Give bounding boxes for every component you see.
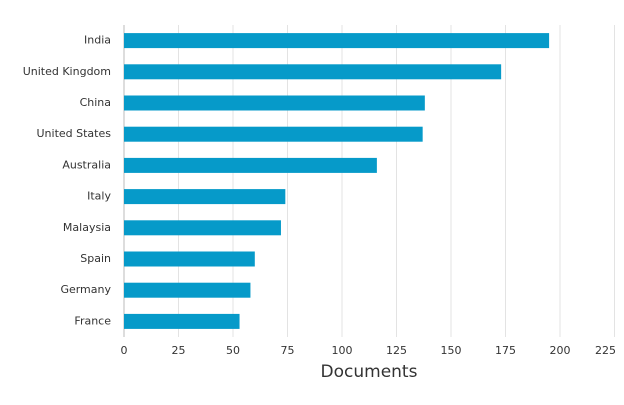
x-tick-label: 125 (386, 344, 407, 357)
y-tick-label: Spain (80, 252, 111, 265)
y-tick-label: United States (37, 127, 112, 140)
y-tick-label: United Kingdom (23, 65, 111, 78)
y-tick-label: India (84, 34, 111, 47)
bar (124, 189, 286, 205)
x-tick-label: 50 (226, 344, 240, 357)
bar (124, 64, 502, 80)
x-tick-label: 175 (495, 344, 516, 357)
bar (124, 126, 423, 142)
x-tick-label: 0 (121, 344, 128, 357)
y-tick-label: Germany (60, 283, 111, 296)
bar (124, 33, 550, 49)
bar (124, 95, 425, 111)
x-tick-label: 75 (281, 344, 295, 357)
bar (124, 313, 240, 329)
bar (124, 157, 377, 173)
y-tick-label: China (80, 96, 111, 109)
x-tick-label: 200 (550, 344, 571, 357)
x-axis-label: Documents (321, 362, 418, 382)
bar (124, 282, 251, 298)
y-tick-label: Italy (87, 190, 111, 203)
bar (124, 220, 281, 236)
bar (124, 251, 255, 267)
x-tick-label: 225 (595, 344, 616, 357)
y-tick-label: Australia (62, 158, 111, 171)
x-tick-label: 150 (441, 344, 462, 357)
y-tick-label: France (74, 314, 111, 327)
x-tick-label: 25 (172, 344, 186, 357)
x-tick-label: 100 (332, 344, 353, 357)
y-tick-label: Malaysia (63, 221, 111, 234)
